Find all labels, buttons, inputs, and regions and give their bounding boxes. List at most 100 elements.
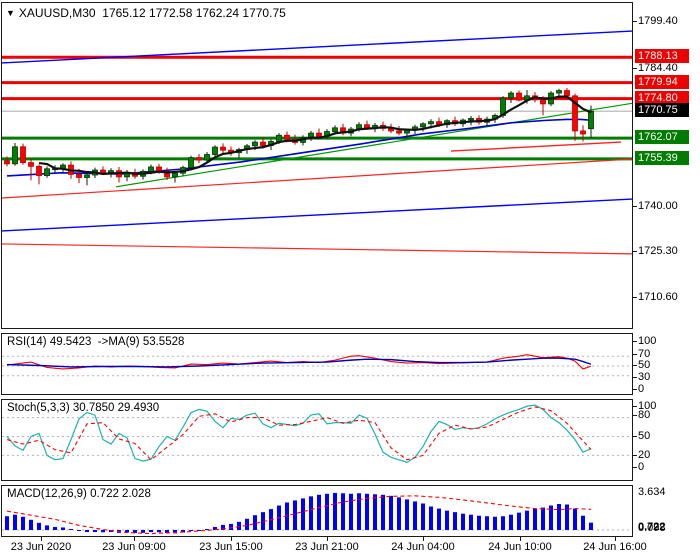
macd-histogram-bar: [397, 497, 401, 530]
bull-candle: [428, 121, 434, 125]
macd-histogram-bar: [501, 516, 505, 530]
bear-candle: [564, 90, 570, 97]
time-tick: [520, 537, 521, 541]
macd-histogram-bar: [429, 506, 433, 530]
price-tick-label: 1784.40: [638, 62, 678, 74]
price-tick: [633, 297, 637, 298]
indicator-tick: [633, 406, 637, 407]
red-trend-a-trendline[interactable]: [2, 158, 632, 199]
macd-histogram-bar: [333, 492, 337, 530]
red-trend-c-trendline[interactable]: [2, 243, 632, 255]
macd-label: MACD(12,26,9) 0.722 2.028: [7, 488, 151, 500]
stochastic-panel[interactable]: Stoch(5,3,3) 30.7850 29.4930: [1, 399, 633, 481]
resistance-price-badge: 1774.80: [635, 91, 689, 105]
macd-histogram-bar: [477, 515, 481, 530]
macd-histogram-bar: [413, 501, 417, 530]
macd-histogram-bar: [445, 510, 449, 530]
macd-histogram-bar: [373, 494, 377, 530]
indicator-tick: [633, 341, 637, 342]
red-trend-b-trendline[interactable]: [450, 141, 622, 152]
macd-histogram-bar: [509, 514, 513, 530]
bear-candle: [396, 130, 402, 134]
macd-histogram-bar: [101, 530, 105, 533]
upper-channel-trendline[interactable]: [2, 30, 632, 64]
bull-candle: [420, 123, 426, 128]
time-axis-label: 24 Jun 04:00: [391, 541, 455, 553]
macd-histogram-bar: [301, 498, 305, 530]
bull-candle: [468, 118, 474, 121]
macd-histogram-bar: [341, 493, 345, 530]
chart-title: ▼ XAUUSD,M30 1765.12 1772.58 1762.24 1770…: [6, 6, 286, 20]
time-tick: [41, 537, 42, 541]
green-trend-trendline[interactable]: [115, 102, 632, 188]
indicator-tick: [633, 436, 637, 437]
bear-candle: [36, 165, 42, 177]
time-axis-label: 23 Jun 15:00: [199, 541, 263, 553]
macd-histogram-bar: [557, 503, 561, 530]
macd-histogram-bar: [61, 527, 65, 530]
macd-histogram-bar: [365, 493, 369, 530]
indicator-tick: [633, 377, 637, 378]
bull-candle: [212, 146, 218, 155]
indicator-scale-label: 80: [638, 409, 651, 421]
lower-channel-trendline[interactable]: [2, 198, 632, 232]
macd-histogram-bar: [93, 530, 97, 533]
stoch-k-line: [6, 404, 592, 463]
macd-scale-zero: 0.098 0.722: [638, 521, 666, 534]
stoch-d-line: [6, 406, 592, 461]
macd-histogram-bar: [573, 508, 577, 530]
indicator-scale-label: 0: [638, 383, 645, 395]
time-axis-label: 23 Jun 09:00: [102, 541, 166, 553]
symbol-dropdown-icon[interactable]: ▼: [6, 8, 15, 18]
time-tick: [134, 537, 135, 541]
indicator-scale-label: 100: [638, 335, 657, 347]
bull-candle: [332, 127, 338, 132]
macd-histogram-bar: [533, 508, 537, 530]
macd-histogram-bar: [165, 530, 169, 534]
bear-candle: [76, 173, 82, 178]
rsi-panel[interactable]: RSI(14) 49.5423 ->MA(9) 53.5528: [1, 333, 633, 395]
bull-candle: [508, 92, 514, 99]
indicator-scale-label: 50: [638, 430, 651, 442]
macd-panel[interactable]: MACD(12,26,9) 0.722 2.028: [1, 485, 633, 537]
macd-histogram-bar: [461, 513, 465, 530]
time-axis-label: 24 Jun 10:00: [488, 541, 552, 553]
price-chart-canvas[interactable]: [2, 3, 632, 328]
support-price-badge: 1755.39: [635, 151, 689, 165]
rsi-canvas[interactable]: [2, 334, 632, 394]
macd-histogram-bar: [581, 515, 585, 530]
macd-histogram-bar: [253, 515, 257, 530]
price-axis[interactable]: 1799.40 1784.40 1740.00 1725.30 1710.60 1788.…: [633, 0, 700, 560]
time-axis[interactable]: 23 Jun 2020 23 Jun 09:00 23 Jun 15:00 23 Ju…: [0, 537, 700, 560]
price-tick-label: 1740.00: [638, 200, 678, 212]
indicator-scale-label: 70: [638, 348, 651, 360]
macd-histogram-bar: [37, 522, 41, 530]
resistance-price-badge: 1779.94: [635, 75, 689, 89]
stochastic-canvas[interactable]: [2, 400, 632, 480]
bear-candle: [220, 146, 226, 151]
indicator-scale-label: 0: [638, 461, 645, 473]
indicator-tick: [633, 455, 637, 456]
time-tick: [615, 537, 616, 541]
macd-histogram-bar: [149, 530, 153, 533]
macd-histogram-bar: [181, 530, 185, 533]
bull-candle: [148, 166, 154, 172]
bull-candle: [84, 174, 90, 178]
fast-ma-line[interactable]: [38, 95, 592, 176]
indicator-tick: [633, 415, 637, 416]
main-chart-panel[interactable]: ▼ XAUUSD,M30 1765.12 1772.58 1762.24 1770…: [1, 2, 633, 329]
macd-histogram-bar: [5, 516, 9, 530]
macd-histogram-bar: [141, 530, 145, 533]
price-tick: [633, 68, 637, 69]
bull-candle: [588, 110, 594, 130]
resistance-price-badge: 1788.13: [635, 49, 689, 63]
macd-canvas[interactable]: [2, 486, 632, 536]
macd-histogram-bar: [133, 530, 137, 534]
bear-candle: [316, 132, 322, 137]
macd-histogram-bar: [317, 494, 321, 530]
macd-histogram-bar: [485, 516, 489, 530]
time-tick: [231, 537, 232, 541]
macd-histogram-bar: [205, 528, 209, 530]
macd-histogram-bar: [565, 504, 569, 530]
